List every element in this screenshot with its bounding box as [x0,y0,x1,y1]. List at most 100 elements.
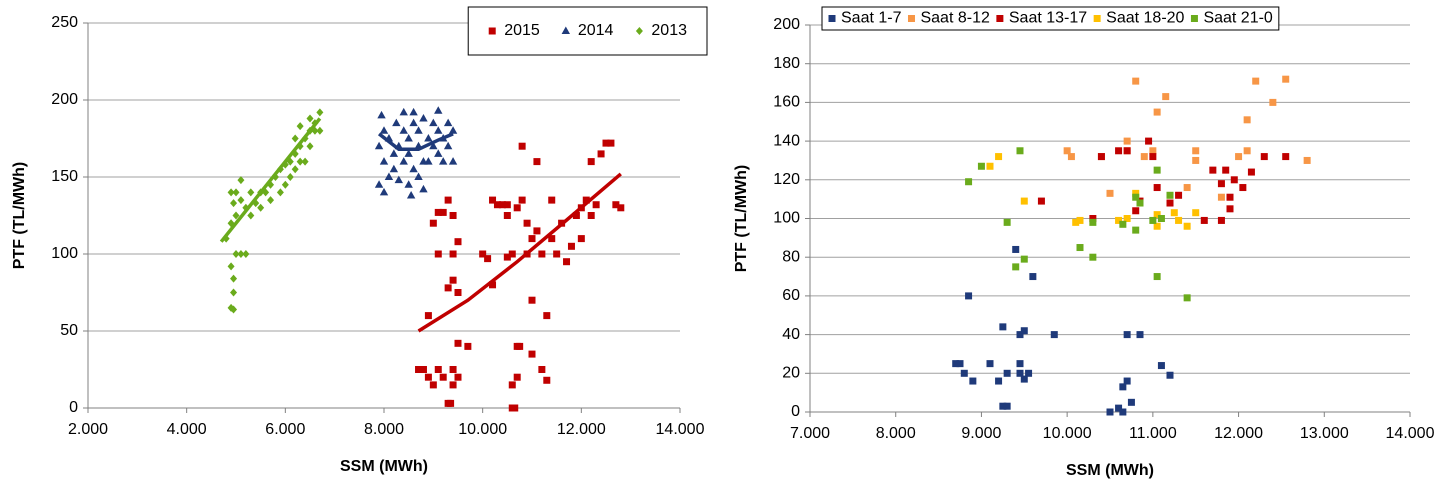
marker [449,250,457,258]
marker [1012,245,1020,253]
marker [1016,331,1024,339]
marker [533,227,541,235]
marker [1252,77,1260,85]
marker [548,235,556,243]
marker [1153,222,1161,230]
marker [1020,375,1028,383]
x-tick-label: 10.000 [1043,425,1092,442]
y-tick-label: 150 [51,168,78,185]
y-tick-label: 60 [782,287,800,304]
marker [257,203,265,212]
marker [489,281,497,289]
legend-marker [828,15,836,22]
marker [1170,209,1178,217]
marker [1247,168,1255,176]
x-tick-label: 2.000 [68,421,108,438]
legend-label: Saat 21-0 [1203,10,1272,27]
marker [429,118,438,127]
marker [1230,176,1238,184]
marker [1162,93,1170,101]
y-tick-label: 160 [773,94,800,111]
marker [414,172,423,180]
marker [1127,398,1135,406]
marker [503,212,511,219]
marker [1016,147,1024,155]
marker [977,162,985,170]
legend-box [821,6,1280,31]
marker [464,342,472,350]
marker [1153,211,1161,219]
marker [1012,263,1020,271]
marker [419,366,427,373]
marker [1119,220,1127,228]
marker [439,157,448,165]
y-tick-label: 180 [773,55,800,72]
legend-marker [1093,15,1101,22]
marker [1153,273,1161,281]
y-tick-label: 0 [791,403,800,420]
marker [1063,147,1071,155]
legend: 2015 2014 2013 [467,6,708,56]
marker [995,377,1003,385]
marker [617,204,625,212]
marker [291,165,299,174]
legend-marker [996,15,1004,22]
marker [1106,189,1114,197]
marker [1136,331,1144,339]
marker [516,342,524,350]
marker [587,158,595,166]
marker [1132,189,1140,197]
marker [498,201,506,209]
marker [443,141,453,150]
marker [508,250,516,258]
marker [587,212,595,219]
marker [404,180,413,188]
marker [508,381,516,389]
marker [1192,156,1200,164]
marker [1260,153,1268,161]
marker [484,255,492,263]
legend-marker [1190,15,1198,22]
y-tick-label: 20 [782,365,800,382]
marker [548,196,556,204]
marker [424,134,433,142]
marker [296,122,304,131]
marker [404,134,413,142]
marker [1115,147,1123,155]
marker [956,360,964,368]
marker [1119,408,1127,416]
y-tick-label: 40 [782,326,800,343]
marker [454,289,462,296]
marker [414,126,423,134]
x-tick-label: 12.000 [1214,425,1263,442]
marker [232,250,240,258]
marker [409,107,418,116]
marker [276,188,284,197]
marker [1037,197,1045,205]
marker [1020,197,1028,205]
marker [1217,193,1225,201]
marker [1226,193,1234,201]
x-tick-label: 10.000 [458,421,507,438]
marker [1222,166,1230,174]
marker [444,196,452,204]
marker [281,180,289,189]
marker [1226,205,1234,213]
marker [237,176,245,185]
marker [1157,362,1165,370]
marker [429,219,437,227]
marker [528,350,536,358]
marker [379,126,389,134]
marker [230,199,238,208]
y-tick-label: 120 [773,171,800,188]
marker [1050,331,1058,339]
marker [533,158,541,166]
legend-marker [907,15,915,22]
marker [389,149,399,157]
marker [291,134,299,143]
marker [306,114,314,123]
y-tick-label: 100 [773,210,800,227]
marker [523,219,531,227]
y-tick-label: 50 [60,322,78,339]
